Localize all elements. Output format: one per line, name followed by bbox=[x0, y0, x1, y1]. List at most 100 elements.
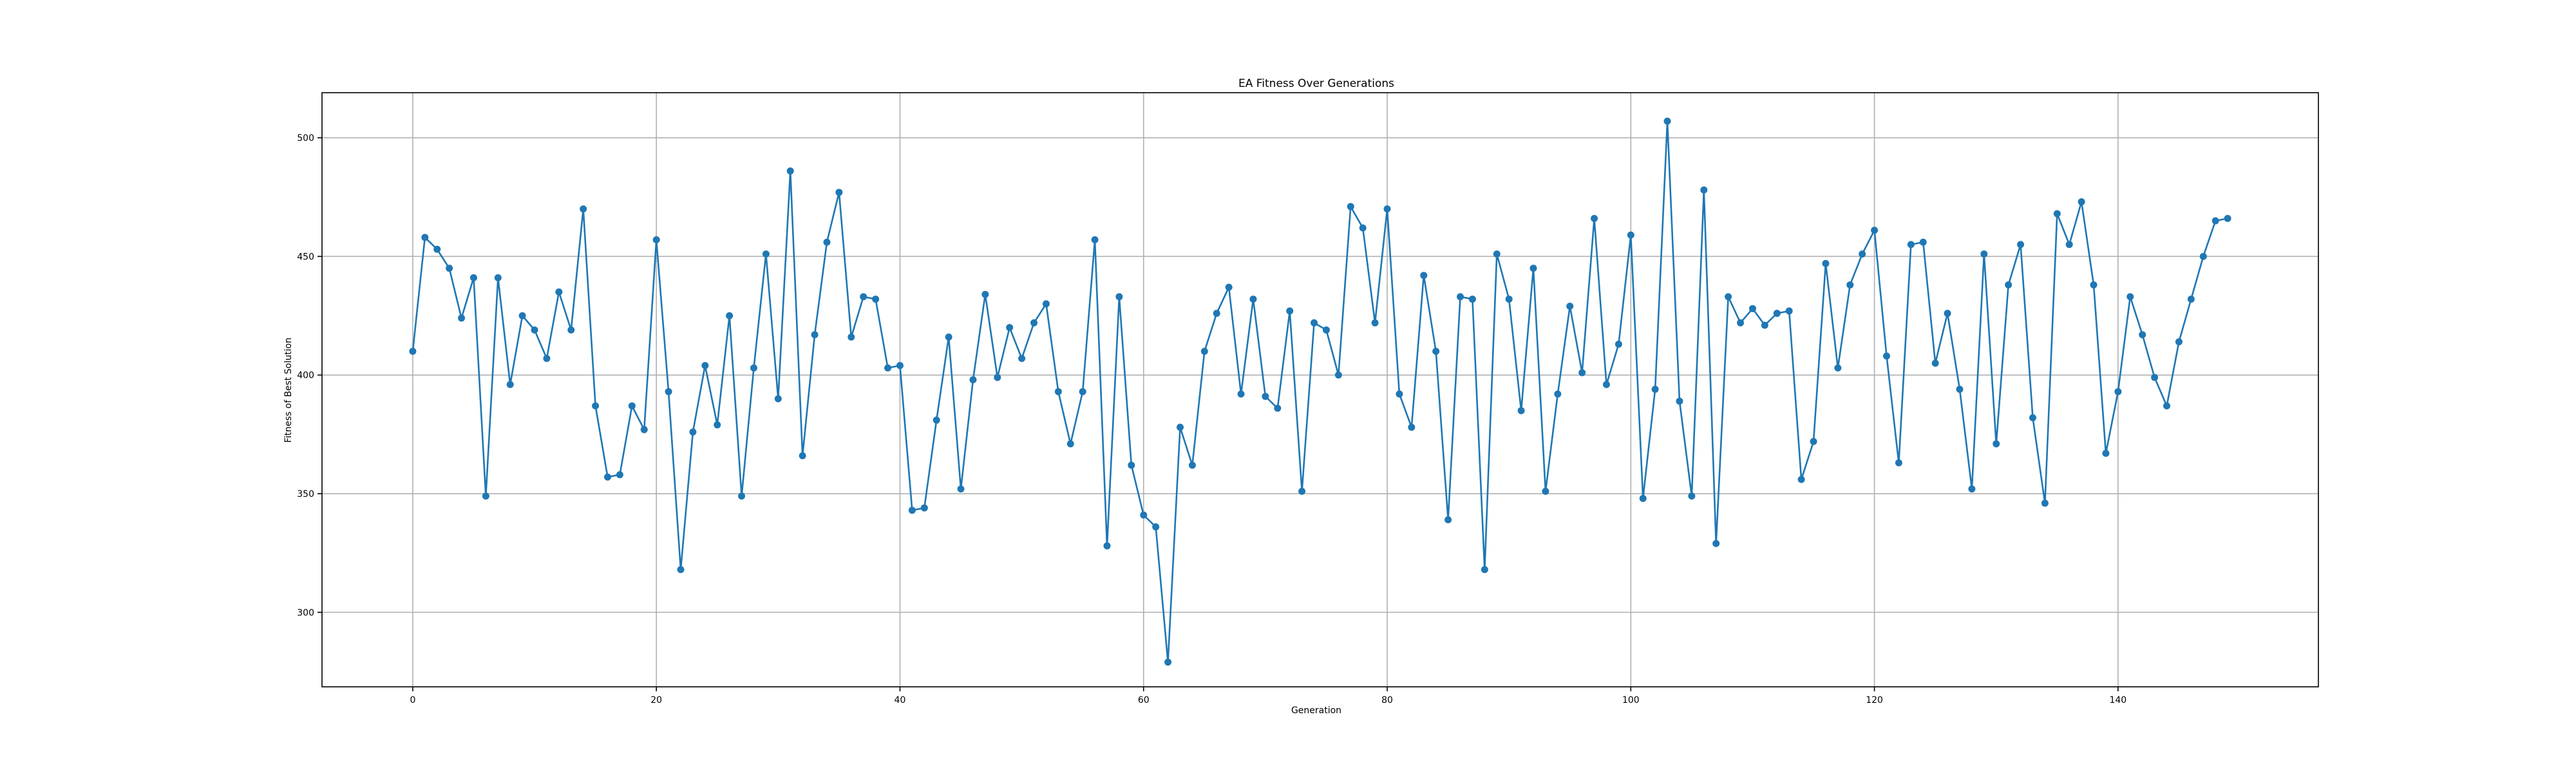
data-point bbox=[1785, 307, 1793, 315]
data-point bbox=[1457, 293, 1464, 301]
data-point bbox=[555, 288, 563, 296]
data-point bbox=[1322, 326, 1330, 334]
data-point bbox=[1871, 227, 1879, 234]
data-point bbox=[677, 566, 685, 574]
data-point bbox=[2041, 500, 2049, 507]
data-point bbox=[1578, 369, 1586, 377]
data-point bbox=[446, 265, 453, 272]
data-point bbox=[469, 274, 477, 282]
data-point bbox=[2151, 373, 2159, 381]
data-point bbox=[1883, 352, 1890, 360]
data-point bbox=[1688, 492, 1696, 500]
data-point bbox=[1054, 388, 1062, 395]
data-point bbox=[2114, 388, 2122, 395]
data-point bbox=[458, 314, 466, 322]
data-point bbox=[1371, 319, 1379, 327]
data-point bbox=[1505, 295, 1513, 303]
data-point bbox=[1663, 117, 1671, 125]
data-point bbox=[1968, 485, 1976, 493]
data-point bbox=[409, 348, 417, 355]
data-point bbox=[1274, 404, 1282, 412]
data-point bbox=[1091, 236, 1099, 244]
data-point bbox=[1846, 281, 1854, 289]
data-point bbox=[580, 205, 587, 213]
data-point bbox=[1311, 319, 1318, 327]
data-point bbox=[811, 331, 819, 339]
data-point bbox=[2126, 293, 2134, 301]
data-point bbox=[738, 492, 746, 500]
data-point bbox=[1493, 250, 1501, 258]
data-point bbox=[567, 326, 575, 334]
data-point bbox=[1615, 341, 1622, 348]
x-tick-label: 40 bbox=[895, 695, 906, 705]
x-axis-ticks: 0 20 40 60 80 100 120 140 bbox=[410, 687, 2126, 705]
plot-area-frame bbox=[321, 92, 2319, 687]
data-point bbox=[592, 402, 600, 410]
data-point bbox=[750, 364, 757, 372]
data-point bbox=[640, 425, 648, 433]
data-point bbox=[543, 355, 551, 362]
data-point bbox=[1115, 293, 1123, 301]
data-point bbox=[1639, 494, 1647, 502]
data-point bbox=[872, 295, 880, 303]
data-point bbox=[433, 245, 441, 253]
marker-layer bbox=[409, 117, 2231, 666]
y-tick-label: 400 bbox=[297, 371, 314, 381]
data-point bbox=[1359, 224, 1367, 232]
data-point bbox=[1542, 487, 1549, 495]
x-tick-label: 60 bbox=[1138, 695, 1150, 705]
data-point bbox=[1200, 348, 1208, 355]
data-point bbox=[1810, 438, 1817, 445]
y-tick-label: 300 bbox=[297, 608, 314, 618]
data-point bbox=[762, 250, 770, 258]
data-point bbox=[2163, 402, 2171, 410]
data-point bbox=[920, 504, 928, 512]
data-point bbox=[1420, 272, 1428, 279]
data-point bbox=[2187, 295, 2195, 303]
data-point bbox=[848, 333, 855, 341]
data-point bbox=[1748, 304, 1756, 312]
data-point bbox=[518, 312, 526, 319]
data-point bbox=[421, 234, 429, 241]
data-point bbox=[2029, 414, 2036, 422]
data-point bbox=[1164, 658, 1172, 666]
data-point bbox=[884, 364, 892, 372]
data-point bbox=[1737, 319, 1745, 327]
data-point bbox=[2224, 214, 2231, 222]
data-point bbox=[2017, 241, 2025, 248]
data-point bbox=[1432, 348, 1440, 355]
y-tick-label: 350 bbox=[297, 489, 314, 500]
data-point bbox=[1042, 300, 1050, 308]
data-point bbox=[994, 373, 1001, 381]
data-point bbox=[652, 236, 660, 244]
data-point bbox=[1066, 440, 1074, 448]
data-point bbox=[1907, 241, 1915, 248]
data-point bbox=[1140, 511, 1148, 519]
data-point bbox=[1773, 310, 1781, 317]
data-point bbox=[714, 421, 721, 429]
data-point bbox=[2053, 210, 2061, 218]
data-point bbox=[1237, 390, 1245, 398]
data-point bbox=[860, 293, 867, 301]
chart-title: EA Fitness Over Generations bbox=[1238, 77, 1394, 90]
data-point bbox=[1956, 386, 1964, 393]
data-point bbox=[1249, 295, 1257, 303]
data-point bbox=[1822, 259, 1830, 267]
data-point bbox=[531, 326, 538, 334]
y-axis-label: Fitness of Best Solution bbox=[283, 337, 294, 442]
data-point bbox=[823, 238, 831, 246]
data-point bbox=[1408, 424, 1416, 431]
data-point bbox=[1602, 380, 1610, 388]
data-point bbox=[1468, 295, 1476, 303]
data-point bbox=[1103, 542, 1111, 550]
data-point bbox=[896, 362, 904, 369]
data-point bbox=[1712, 539, 1720, 547]
data-point bbox=[1481, 566, 1488, 574]
data-point bbox=[1176, 424, 1184, 431]
data-point bbox=[2199, 252, 2207, 260]
data-point bbox=[957, 485, 965, 493]
data-point bbox=[1797, 476, 1805, 483]
data-point bbox=[506, 380, 514, 388]
